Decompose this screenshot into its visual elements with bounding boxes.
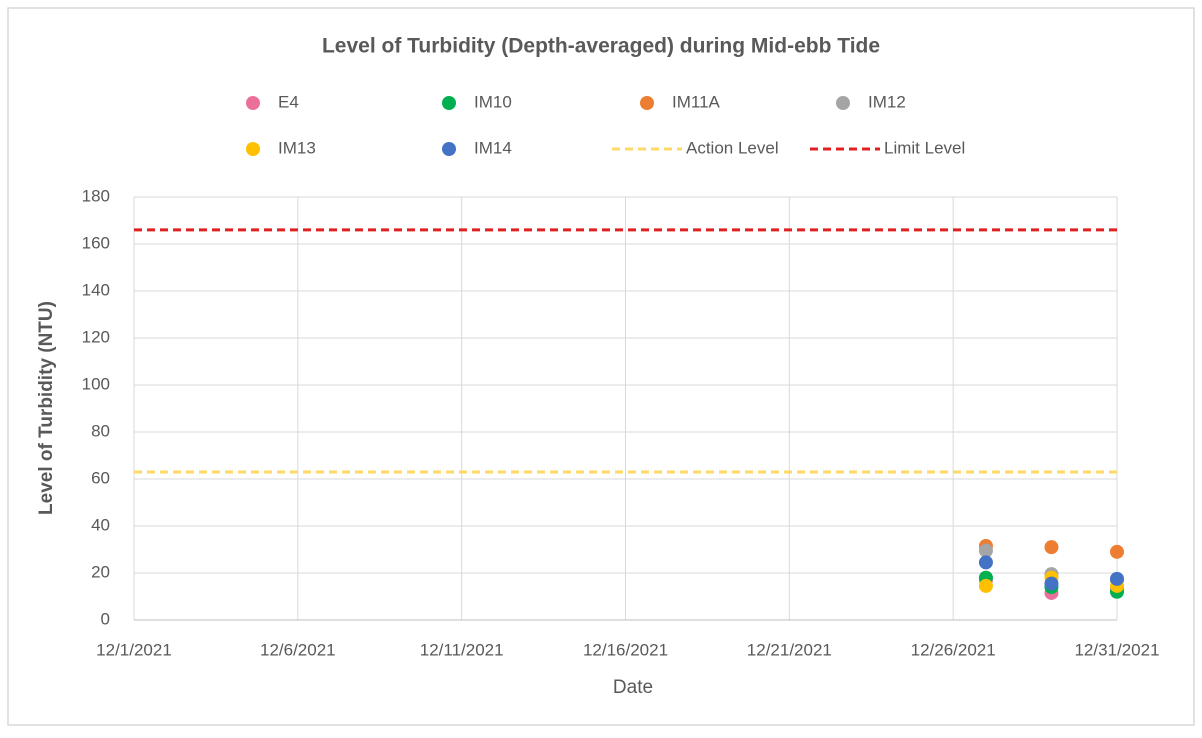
- legend-marker: [442, 142, 456, 156]
- y-tick-label: 0: [101, 609, 110, 628]
- chart-title: Level of Turbidity (Depth-averaged) duri…: [322, 35, 880, 58]
- y-tick-label: 100: [82, 374, 110, 393]
- data-point: [1044, 576, 1059, 591]
- data-point: [1110, 544, 1124, 559]
- x-tick-label: 12/6/2021: [260, 640, 336, 659]
- y-tick-label: 80: [91, 421, 110, 440]
- legend-label: IM12: [868, 92, 906, 111]
- x-tick-label: 12/16/2021: [583, 640, 668, 659]
- y-tick-label: 120: [82, 327, 110, 346]
- data-point: [1044, 540, 1059, 555]
- x-tick-label: 12/1/2021: [96, 640, 172, 659]
- y-tick-label: 180: [82, 186, 110, 205]
- y-tick-label: 140: [82, 280, 110, 299]
- x-tick-label: 12/11/2021: [420, 640, 504, 659]
- legend-label: IM14: [474, 138, 512, 157]
- data-point: [1110, 571, 1124, 586]
- x-tick-label: 12/21/2021: [747, 640, 832, 659]
- x-axis-label: Date: [613, 677, 653, 698]
- y-tick-label: 40: [91, 515, 110, 534]
- legend-label: Action Level: [686, 138, 779, 157]
- data-point: [978, 555, 993, 570]
- legend-label: E4: [278, 92, 299, 111]
- chart-border: [7, 7, 1195, 726]
- legend-label: Limit Level: [884, 138, 965, 157]
- y-axis-label: Level of Turbidity (NTU): [36, 301, 57, 515]
- legend-marker: [442, 96, 456, 110]
- data-point: [978, 543, 993, 558]
- legend-marker: [640, 96, 654, 110]
- legend-label: IM13: [278, 138, 316, 157]
- y-tick-label: 60: [91, 468, 110, 487]
- legend-marker: [246, 96, 260, 110]
- data-point: [978, 578, 993, 593]
- x-tick-label: 12/31/2021: [1074, 640, 1159, 659]
- legend-label: IM10: [474, 92, 512, 111]
- y-tick-label: 20: [91, 562, 110, 581]
- x-tick-label: 12/26/2021: [911, 640, 996, 659]
- legend-marker: [246, 142, 260, 156]
- legend-marker: [836, 96, 850, 110]
- legend-label: IM11A: [672, 92, 721, 111]
- y-tick-label: 160: [82, 233, 110, 252]
